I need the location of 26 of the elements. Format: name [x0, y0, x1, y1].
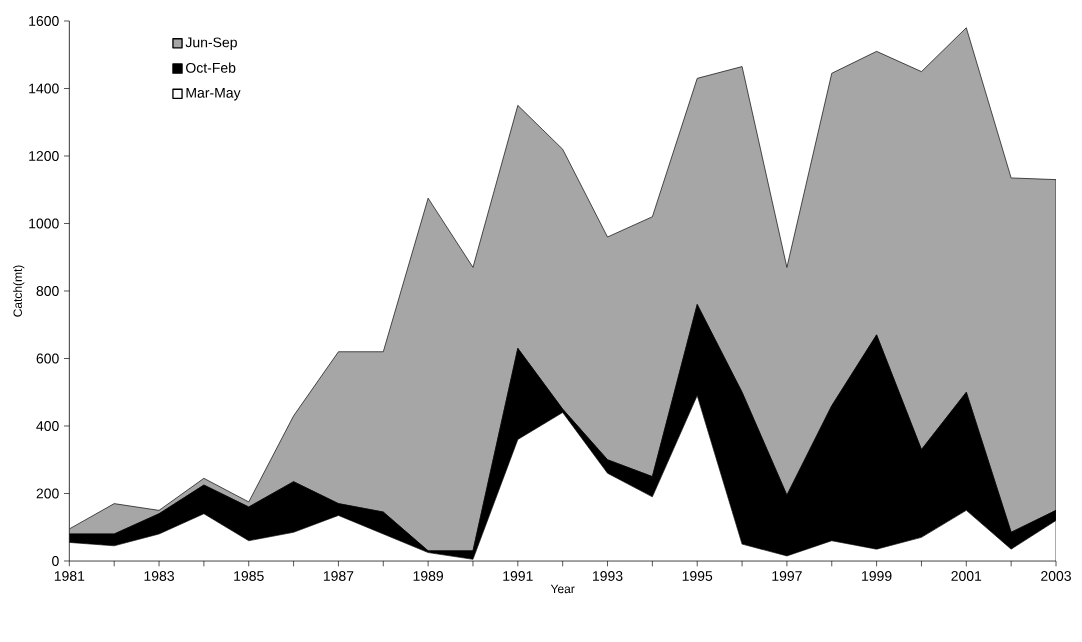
- y-tick-label: 400: [36, 421, 59, 431]
- x-tick-label: 2001: [951, 571, 982, 581]
- x-tick-label: 1981: [54, 571, 85, 581]
- x-tick-label: 1993: [593, 571, 623, 581]
- legend-label: Jun-Sep: [185, 37, 237, 51]
- legend-label: Mar-May: [186, 87, 241, 101]
- x-tick-label: 1983: [144, 571, 174, 581]
- y-tick-label: 1200: [29, 151, 59, 161]
- x-tick-label: 2003: [1041, 571, 1071, 581]
- y-tick-label: 1400: [29, 83, 59, 94]
- y-tick-label: 1000: [29, 218, 59, 229]
- y-tick-label: 0: [52, 556, 59, 566]
- x-tick-label: 1995: [682, 571, 713, 581]
- legend-label: Oct-Feb: [186, 62, 236, 73]
- x-axis-title: Year: [550, 584, 575, 594]
- y-tick-label: 200: [36, 488, 59, 499]
- x-tick-label: 1989: [413, 571, 444, 581]
- x-tick-label: 1997: [772, 571, 802, 581]
- y-tick-label: 600: [36, 353, 59, 364]
- y-axis-title: Catch(mt): [13, 265, 25, 317]
- x-tick-label: 1991: [503, 571, 533, 581]
- x-tick-label: 1999: [862, 571, 892, 581]
- y-tick-label: 1600: [29, 16, 59, 26]
- x-tick-label: 1987: [323, 571, 354, 581]
- x-tick-label: 1985: [234, 571, 264, 581]
- y-tick-label: 800: [36, 286, 59, 296]
